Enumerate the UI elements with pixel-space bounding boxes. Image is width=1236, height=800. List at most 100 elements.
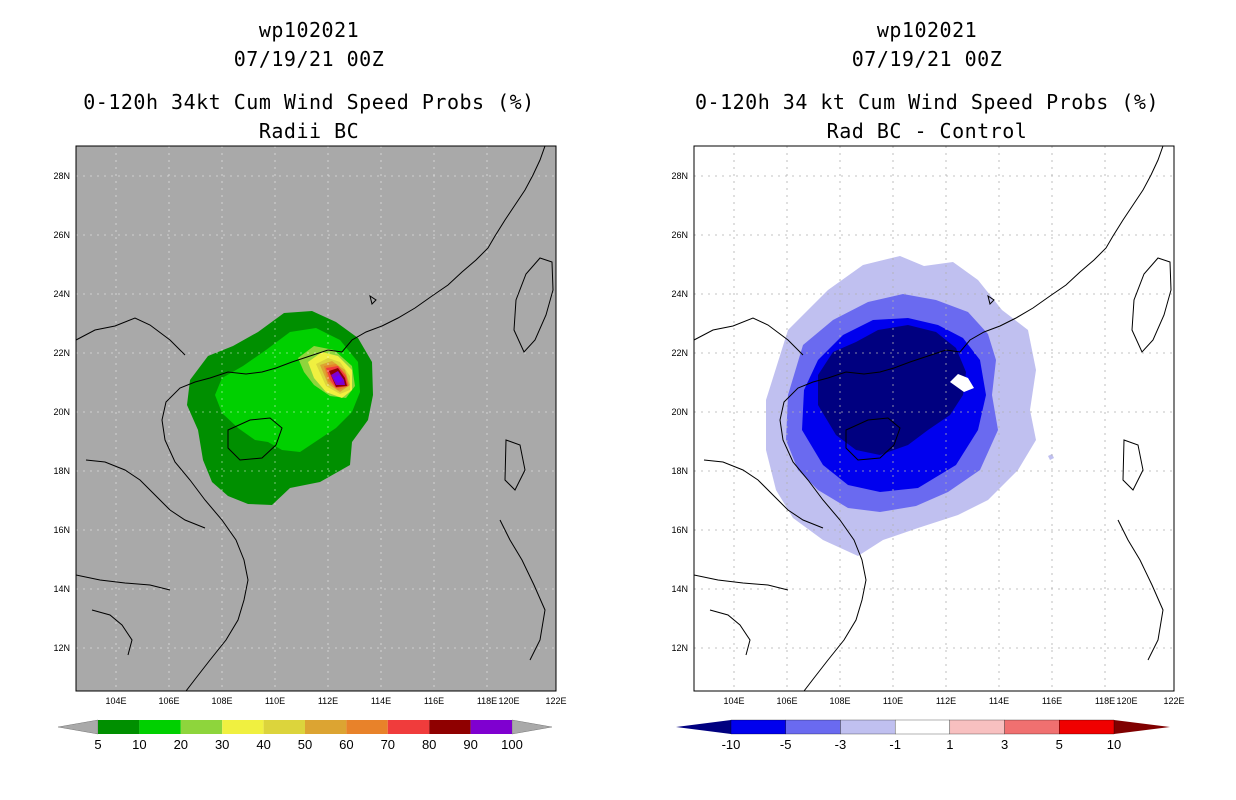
lon-tick-labels: 104E 106E 108E 110E 112E 114E 116E 118E … (105, 696, 566, 706)
svg-text:118E: 118E (477, 696, 497, 706)
svg-text:26N: 26N (671, 230, 688, 240)
colorbar-swatch (730, 719, 786, 735)
panel-radii-bc: wp102021 07/19/21 00Z 0-120h 34kt Cum Wi… (0, 18, 618, 752)
svg-text:116E: 116E (1042, 696, 1062, 706)
svg-text:14N: 14N (671, 584, 688, 594)
svg-text:104E: 104E (105, 696, 126, 706)
panel-rad-bc-control: wp102021 07/19/21 00Z 0-120h 34 kt Cum W… (618, 0, 1236, 800)
colorbar-label: 3 (1001, 737, 1008, 752)
colorbar-swatch (785, 719, 841, 735)
colorbar-label: 80 (422, 737, 436, 752)
colorbar-label: -10 (722, 737, 741, 752)
colorbar-swatch (894, 719, 951, 735)
colorbar-swatch (305, 720, 347, 734)
datetime: 07/19/21 00Z (851, 47, 1003, 71)
datetime: 07/19/21 00Z (233, 47, 385, 71)
colorbar-label: 100 (501, 737, 523, 752)
colorbar-label: 40 (256, 737, 270, 752)
colorbar-label: 90 (463, 737, 477, 752)
svg-text:114E: 114E (989, 696, 1009, 706)
svg-text:28N: 28N (671, 171, 688, 181)
svg-text:26N: 26N (53, 230, 70, 240)
svg-text:114E: 114E (371, 696, 391, 706)
colorbar-swatch (1059, 719, 1115, 735)
colorbar-label: 5 (94, 737, 101, 752)
positive-pocket (950, 374, 974, 392)
svg-text:20N: 20N (671, 407, 688, 417)
colorbar-swatch (470, 720, 512, 734)
plot-title: 0-120h 34 kt Cum Wind Speed Probs (%) (694, 90, 1160, 114)
svg-text:12N: 12N (671, 643, 688, 653)
small-light-spot (1048, 454, 1054, 460)
svg-text:112E: 112E (936, 696, 956, 706)
svg-text:18N: 18N (671, 466, 688, 476)
colorbar-label: 30 (215, 737, 229, 752)
contour-100-core (334, 375, 342, 383)
colorbar-label: 20 (174, 737, 188, 752)
lon-tick-labels: 104E 106E 108E 110E 112E 114E 116E 118E … (723, 696, 1184, 706)
svg-text:24N: 24N (53, 289, 70, 299)
svg-text:108E: 108E (829, 696, 850, 706)
svg-text:122E: 122E (1163, 696, 1184, 706)
colorbar-swatch (222, 720, 264, 734)
svg-text:14N: 14N (53, 584, 70, 594)
svg-text:20N: 20N (53, 407, 70, 417)
colorbar-label: 5 (1056, 737, 1063, 752)
difference-contours (766, 256, 1054, 556)
svg-text:122E: 122E (545, 696, 566, 706)
colorbar-swatch (98, 720, 140, 734)
storm-id: wp102021 (258, 18, 360, 42)
colorbar-swatch (840, 719, 896, 735)
svg-text:18N: 18N (53, 466, 70, 476)
map-frame (75, 145, 557, 692)
colorbar-label: 70 (381, 737, 395, 752)
colorbar-swatch (139, 720, 181, 734)
colorbar-label: 1 (946, 737, 953, 752)
svg-text:120E: 120E (498, 696, 519, 706)
svg-text:22N: 22N (53, 348, 70, 358)
subtitle-block: 0-120h 34 kt Cum Wind Speed Probs (%) Ra… (618, 88, 1236, 146)
svg-text:24N: 24N (671, 289, 688, 299)
svg-text:16N: 16N (671, 525, 688, 535)
plot-subtitle: Rad BC - Control (826, 119, 1028, 143)
svg-text:22N: 22N (671, 348, 688, 358)
colorbar-swatch (180, 720, 223, 734)
map-radii-bc: 104E 106E 108E 110E 112E 114E 116E 118E … (53, 145, 567, 752)
colorbar-swatch (429, 720, 471, 734)
svg-text:106E: 106E (776, 696, 797, 706)
colorbar-label: -1 (889, 737, 901, 752)
svg-text:12N: 12N (53, 643, 70, 653)
storm-id: wp102021 (876, 18, 978, 42)
colorbar-label: 60 (339, 737, 353, 752)
colorbar-swatch (387, 720, 430, 734)
svg-text:118E: 118E (1095, 696, 1115, 706)
colorbar-label: 10 (132, 737, 146, 752)
coastlines (76, 146, 554, 691)
colorbar-radii-bc: 5 10 20 30 40 50 60 70 80 90 100 (57, 719, 553, 752)
colorbar-label: -3 (835, 737, 847, 752)
svg-text:16N: 16N (53, 525, 70, 535)
contour-minus-10 (818, 325, 966, 455)
svg-text:116E: 116E (424, 696, 444, 706)
colorbar-label: 50 (298, 737, 312, 752)
gridlines (694, 146, 1174, 691)
colorbar-cap-high (1114, 720, 1170, 734)
subtitle-block: 0-120h 34kt Cum Wind Speed Probs (%) Rad… (0, 88, 618, 146)
lat-tick-labels: 12N 14N 16N 18N 20N 22N 24N 26N 28N (671, 171, 688, 653)
svg-text:112E: 112E (318, 696, 338, 706)
plot-title: 0-120h 34kt Cum Wind Speed Probs (%) (83, 90, 535, 114)
colorbar-rad-bc-control: -10 -5 -3 -1 1 3 5 10 (676, 719, 1170, 752)
lat-tick-labels: 12N 14N 16N 18N 20N 22N 24N 26N 28N (53, 171, 70, 653)
svg-text:110E: 110E (883, 696, 903, 706)
map-rad-bc-control: 104E 106E 108E 110E 112E 114E 116E 118E … (671, 145, 1185, 752)
svg-text:28N: 28N (53, 171, 70, 181)
colorbar-swatch (949, 719, 1005, 735)
colorbar-label: -5 (780, 737, 792, 752)
colorbar-cap-low (57, 719, 99, 735)
title-block: wp102021 07/19/21 00Z (618, 16, 1236, 74)
plot-subtitle: Radii BC (258, 119, 360, 143)
colorbar-swatch (346, 720, 388, 734)
gridlines (76, 146, 556, 691)
colorbar-swatch (263, 720, 305, 734)
colorbar-cap-high (511, 719, 553, 735)
